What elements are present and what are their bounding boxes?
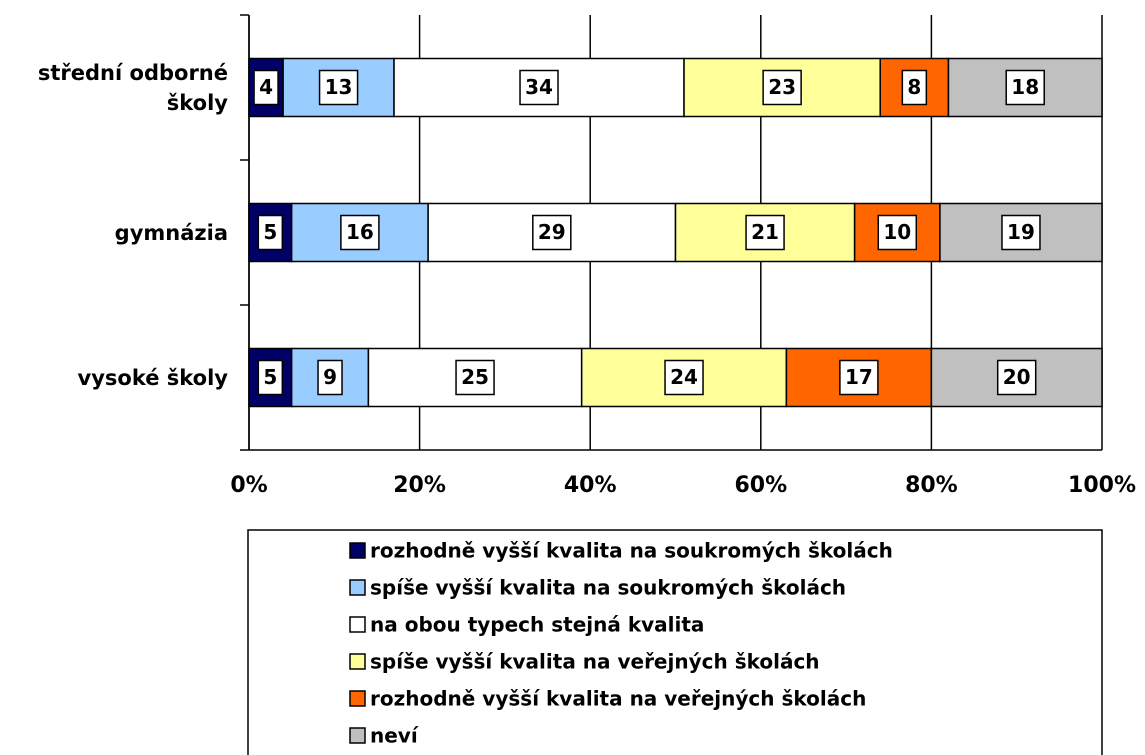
- data-label: 10: [883, 220, 911, 244]
- data-label-box: [257, 359, 284, 396]
- data-label-box: [1001, 214, 1041, 251]
- data-label: 8: [907, 75, 921, 99]
- data-label: 18: [1011, 75, 1039, 99]
- x-tick-label: 0%: [230, 473, 267, 498]
- data-label: 20: [1003, 365, 1031, 389]
- data-label-box: [253, 69, 279, 106]
- legend-swatch: [349, 616, 366, 633]
- x-tick-label: 100%: [1068, 473, 1136, 498]
- data-label-box: [877, 214, 918, 251]
- data-label: 13: [325, 75, 353, 99]
- data-label-box: [257, 214, 284, 251]
- data-label: 19: [1007, 220, 1035, 244]
- data-label: 29: [538, 220, 566, 244]
- legend-swatch: [349, 653, 366, 670]
- data-label: 9: [323, 365, 337, 389]
- data-label: 17: [845, 365, 873, 389]
- data-label: 21: [751, 220, 779, 244]
- data-label-box: [340, 214, 380, 251]
- legend-label: spíše vyšší kvalita na veřejných školách: [370, 650, 820, 674]
- data-label: 5: [263, 220, 277, 244]
- data-label: 5: [263, 365, 277, 389]
- data-label-box: [839, 359, 879, 396]
- data-label: 25: [461, 365, 489, 389]
- y-tick-label: vysoké školy: [77, 365, 228, 390]
- data-label-box: [455, 359, 495, 396]
- x-tick-label: 60%: [734, 473, 787, 498]
- x-tick-label: 40%: [564, 473, 617, 498]
- bar-segment: [427, 202, 677, 263]
- data-label-box: [664, 359, 704, 396]
- data-label: 34: [525, 75, 553, 99]
- legend-swatch: [349, 579, 366, 596]
- legend-swatch: [349, 542, 366, 559]
- legend-label: neví: [370, 724, 419, 748]
- data-label-box: [762, 69, 802, 106]
- x-tick-label: 80%: [905, 473, 958, 498]
- data-label-box: [996, 359, 1037, 396]
- legend-swatch: [349, 690, 366, 707]
- data-label: 24: [670, 365, 698, 389]
- y-tick-label: střední odborné školy: [37, 60, 228, 115]
- data-label-box: [519, 69, 559, 106]
- data-label-box: [901, 69, 928, 106]
- data-label: 4: [259, 75, 273, 99]
- data-label: 16: [346, 220, 374, 244]
- legend-label: rozhodně vyšší kvalita na soukromých ško…: [370, 539, 893, 563]
- legend-label: spíše vyšší kvalita na soukromých školác…: [370, 576, 846, 600]
- data-label-box: [1005, 69, 1045, 106]
- legend-label: rozhodně vyšší kvalita na veřejných škol…: [370, 687, 866, 711]
- legend-label: na obou typech stejná kvalita: [370, 613, 704, 637]
- y-tick-label: gymnázia: [114, 220, 228, 245]
- x-tick-label: 20%: [393, 473, 446, 498]
- data-label-box: [745, 214, 785, 251]
- legend-swatch: [349, 727, 366, 744]
- data-label-box: [318, 69, 359, 106]
- legend-box: [247, 529, 1103, 755]
- data-label-box: [317, 359, 343, 396]
- data-label-box: [532, 214, 572, 251]
- data-label: 23: [768, 75, 796, 99]
